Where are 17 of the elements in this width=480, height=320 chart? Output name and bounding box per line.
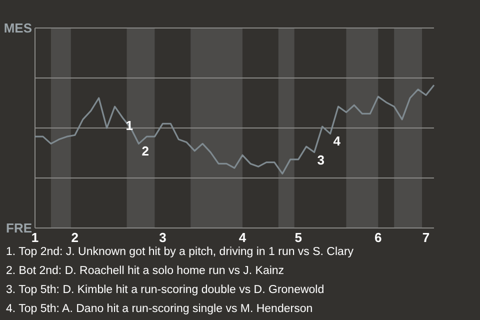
- x-tick-label: 5: [294, 230, 302, 245]
- x-tick-label: 3: [159, 230, 166, 245]
- ref-line-label: FRE: [6, 220, 32, 236]
- ref-line-label: MES: [4, 20, 32, 36]
- x-tick-label: 1: [31, 230, 39, 245]
- annotation: 1: [126, 118, 134, 133]
- x-tick-label: 6: [374, 230, 382, 245]
- x-tick-label: 7: [422, 230, 430, 245]
- annotation: 3: [317, 152, 325, 168]
- text: 3. Top 5th: D. Kimble hit a run-scoring double vs D. Gronewold: [6, 284, 324, 296]
- annotation: 2: [142, 144, 149, 159]
- x-tick-label: 2: [71, 230, 79, 245]
- text: 4. Top 5th: A. Dano hit a run-scoring single vs M. Henderson: [6, 303, 313, 315]
- annotation: 4: [333, 134, 342, 149]
- text: 2. Bot 2nd: D. Roachell hit a solo home run vs J. Kainz: [6, 265, 284, 277]
- x-tick-label: 4: [238, 230, 247, 245]
- text: 1. Top 2nd: J. Unknown got hit by a pitch, driving in 1 run vs S. Clary: [6, 246, 354, 258]
